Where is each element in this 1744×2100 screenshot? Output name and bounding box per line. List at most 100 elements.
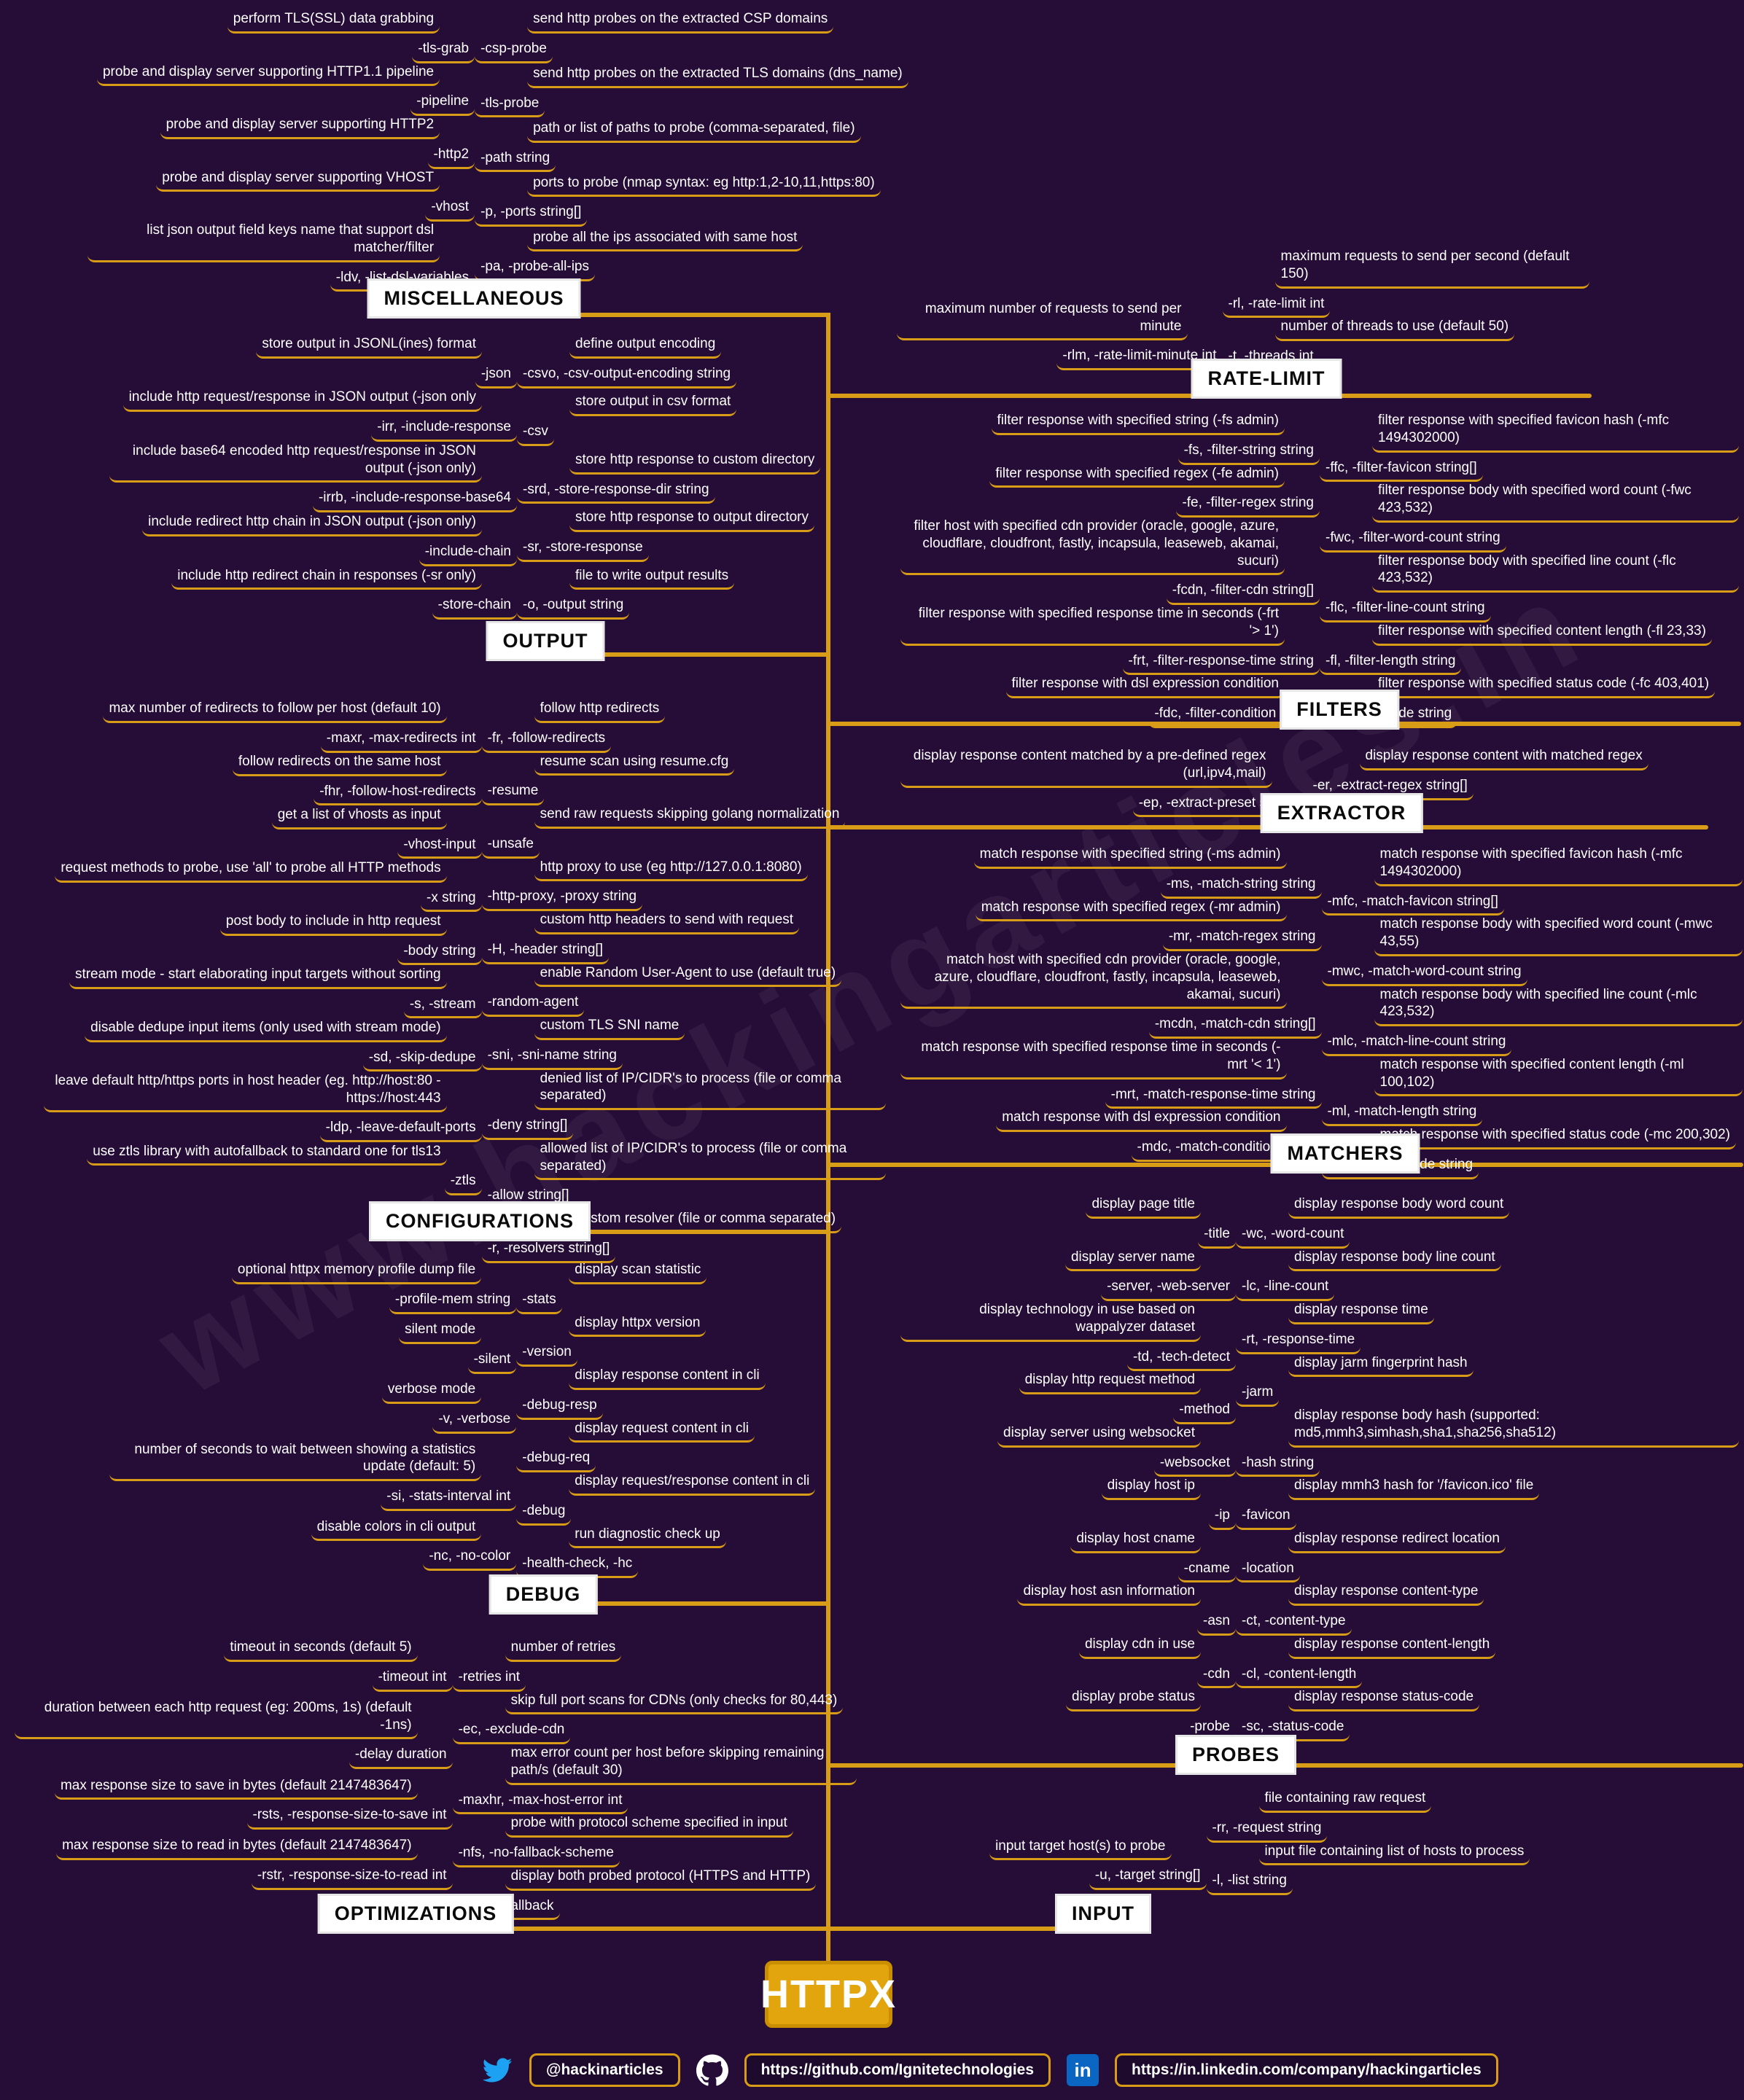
debug-right-column: display scan statistic -stats display http… — [516, 1261, 849, 1578]
configurations-option-flag: -maxr, -max-redirects int — [320, 730, 482, 753]
debug-option-flag: -nc, -no-color — [423, 1547, 517, 1571]
probes-option: display response body hash (supported: m… — [1236, 1407, 1739, 1478]
debug-option-desc: number of seconds to wait between showin… — [109, 1441, 482, 1482]
output-option-flag: -irr, -include-response — [371, 418, 517, 442]
configurations-option-desc: custom http headers to send with request — [534, 911, 800, 934]
miscellaneous-option-flag: -pipeline — [410, 93, 475, 116]
miscellaneous-option-desc: probe all the ips associated with same h… — [527, 229, 803, 252]
configurations-option: max number of redirects to follow per ho… — [103, 700, 482, 753]
debug-option: silent mode -silent — [399, 1321, 517, 1374]
configurations-option-desc: leave default http/https ports in host h… — [44, 1072, 447, 1113]
probes-option-desc: display mmh3 hash for '/favicon.ico' fil… — [1288, 1477, 1540, 1500]
linkedin-url-badge[interactable]: https://in.linkedin.com/company/hackinga… — [1115, 2053, 1498, 2087]
matchers-option-desc: match response with specified content le… — [1374, 1056, 1743, 1097]
miscellaneous-option: path or list of paths to probe (comma-se… — [475, 120, 861, 173]
configurations-option-desc: custom TLS SNI name — [534, 1017, 685, 1040]
configurations-option: request methods to probe, use 'all' to p… — [55, 859, 482, 913]
filters-option: filter response with specified regex (-f… — [989, 465, 1320, 518]
section-node-probes: PROBES — [1175, 1735, 1297, 1775]
probes-option-desc: display cdn in use — [1078, 1636, 1201, 1659]
matchers-option-desc: match response with specified status cod… — [1374, 1126, 1737, 1149]
probes-option-flag: -lc, -line-count — [1236, 1278, 1335, 1301]
input-right-column: file containing raw request -rr, -request… — [1206, 1789, 1535, 1895]
optimizations-option-flag: -rstr, -response-size-to-read int — [251, 1867, 453, 1890]
configurations-option-desc: max number of redirects to follow per ho… — [103, 700, 447, 723]
output-option-desc: include http redirect chain in responses… — [171, 567, 482, 590]
section-node-filters: FILTERS — [1280, 690, 1399, 730]
optimizations-option-desc: max response size to read in bytes (defa… — [56, 1837, 418, 1861]
debug-option: verbose mode -v, -verbose — [381, 1381, 517, 1434]
configurations-option: disable dedupe input items (only used wi… — [85, 1019, 482, 1072]
probes-option-flag: -td, -tech-detect — [1126, 1348, 1236, 1372]
footer: @hackinarticles https://github.com/Ignit… — [481, 2052, 1498, 2088]
matchers-option-desc: match response with specified favicon ha… — [1374, 846, 1743, 886]
rate-limit-option-desc: number of threads to use (default 50) — [1274, 318, 1515, 341]
probes-option: display response content-length -cl, -con… — [1236, 1636, 1496, 1689]
github-url-badge[interactable]: https://github.com/Ignitetechnologies — [744, 2053, 1051, 2087]
debug-option: display httpx version -version — [516, 1314, 706, 1367]
probes-option: display response body line count -lc, -li… — [1236, 1249, 1501, 1301]
section-node-input: INPUT — [1055, 1894, 1151, 1934]
probes-option: display mmh3 hash for '/favicon.ico' fil… — [1236, 1477, 1540, 1530]
probes-option-flag: -server, -web-server — [1101, 1278, 1236, 1301]
probes-option-desc: display response redirect location — [1288, 1530, 1506, 1553]
probes-option-flag: -favicon — [1236, 1507, 1296, 1530]
optimizations-option-desc: probe with protocol scheme specified in … — [505, 1814, 793, 1838]
matchers-option: match response with specified favicon ha… — [1321, 846, 1743, 916]
probes-option-desc: display probe status — [1066, 1688, 1201, 1711]
debug-option-desc: display request/response content in cli — [569, 1472, 816, 1496]
probes-option-desc: display response content-type — [1288, 1582, 1484, 1606]
debug-option-flag: -si, -stats-interval int — [381, 1488, 517, 1511]
debug-option-desc: display response content in cli — [569, 1367, 766, 1390]
configurations-option-flag: -resume — [481, 782, 545, 805]
matchers-option-desc: match response body with specified line … — [1374, 986, 1743, 1026]
debug-option: run diagnostic check up -health-check, -h… — [516, 1526, 726, 1578]
configurations-option-desc: disable dedupe input items (only used wi… — [85, 1019, 447, 1042]
extractor-option: display response content matched by a pr… — [900, 747, 1307, 818]
probes-option: display response redirect location -locat… — [1236, 1530, 1506, 1583]
input-option: input target host(s) to probe -u, -target… — [989, 1838, 1207, 1890]
filters-option: filter response with specified response … — [900, 605, 1320, 676]
optimizations-option-desc: max response size to save in bytes (defa… — [54, 1777, 418, 1800]
miscellaneous-option-desc: probe and display server supporting HTTP… — [160, 116, 440, 139]
matchers-option: match response with specified regex (-mr… — [975, 899, 1322, 951]
debug-option-flag: -debug-resp — [516, 1397, 603, 1420]
matchers-option-desc: match response with specified string (-m… — [973, 846, 1287, 869]
matchers-option: match response with specified response t… — [900, 1039, 1322, 1109]
section-node-rate-limit: RATE-LIMIT — [1191, 359, 1342, 399]
filters-option-desc: filter response with specified regex (-f… — [989, 465, 1285, 488]
optimizations-option-desc: display both probed protocol (HTTPS and … — [505, 1867, 817, 1891]
filters-option-flag: -fdc, -filter-condition string — [1148, 705, 1320, 728]
configurations-option-desc: send raw requests skipping golang normal… — [534, 805, 846, 829]
probes-option-desc: display host cname — [1070, 1530, 1201, 1553]
probes-option-desc: display http request method — [1019, 1371, 1201, 1394]
configurations-option-flag: -vhost-input — [397, 836, 482, 859]
extractor-option-desc: display response content matched by a pr… — [900, 747, 1272, 788]
section-rate-limit: maximum number of requests to send per m… — [897, 248, 1589, 371]
probes-option-flag: -jarm — [1236, 1383, 1280, 1407]
matchers-option-flag: -ml, -match-length string — [1321, 1103, 1483, 1126]
filters-option-flag: -fwc, -filter-word-count string — [1320, 529, 1506, 553]
section-matchers: match response with specified string (-m… — [900, 846, 1743, 1179]
twitter-icon[interactable] — [481, 2054, 513, 2086]
probes-option-flag: -ip — [1208, 1507, 1236, 1530]
probes-option-flag: -method — [1173, 1401, 1236, 1424]
output-option: include http redirect chain in responses… — [171, 567, 517, 620]
section-probes: display page title -title display server n… — [900, 1195, 1739, 1741]
configurations-option-desc: resume scan using resume.cfg — [534, 753, 735, 776]
debug-option-desc: silent mode — [399, 1321, 482, 1344]
debug-option-desc: display scan statistic — [569, 1261, 707, 1284]
matchers-option-flag: -mr, -match-regex string — [1162, 928, 1322, 951]
linkedin-icon[interactable]: in — [1067, 2054, 1099, 2086]
probes-option: display cdn in use -cdn — [1078, 1636, 1236, 1689]
configurations-left-column: max number of redirects to follow per ho… — [44, 700, 482, 1195]
configurations-option-desc: enable Random User-Agent to use (default… — [534, 964, 842, 988]
debug-option-flag: -v, -verbose — [432, 1410, 517, 1434]
twitter-handle-badge[interactable]: @hackinarticles — [529, 2053, 680, 2087]
filters-option-flag: -fl, -filter-length string — [1320, 652, 1462, 676]
github-icon[interactable] — [696, 2054, 728, 2086]
miscellaneous-option-flag: -path string — [475, 149, 556, 173]
output-option: define output encoding -csvo, -csv-output… — [517, 335, 737, 389]
probes-option: display http request method -method — [1019, 1371, 1236, 1424]
miscellaneous-option-flag: -vhost — [425, 198, 475, 222]
